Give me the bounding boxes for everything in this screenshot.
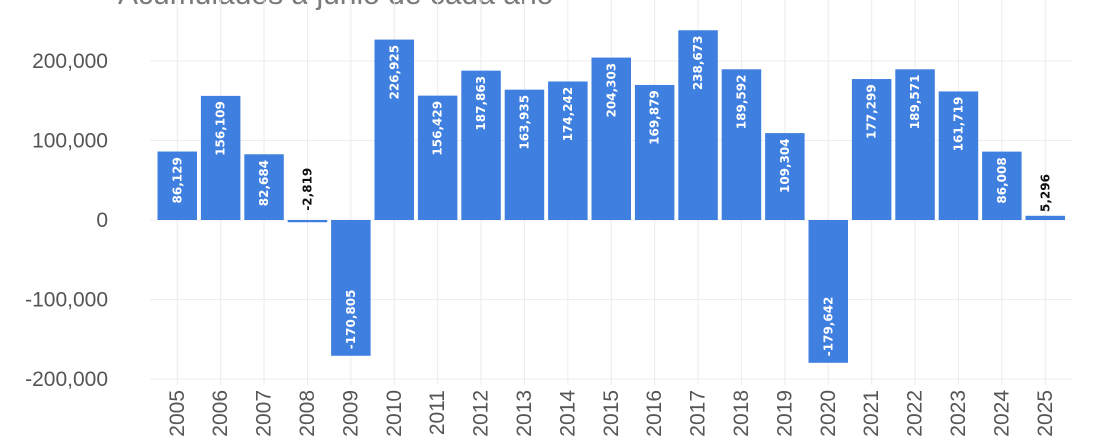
x-tick-label: 2025 bbox=[1034, 390, 1057, 437]
data-label: 82,684 bbox=[257, 160, 271, 206]
bar-2016 bbox=[634, 84, 675, 220]
x-tick-label: 2011 bbox=[426, 390, 449, 435]
data-label: 156,109 bbox=[214, 101, 228, 156]
data-label: 177,299 bbox=[865, 84, 879, 139]
data-label: -179,642 bbox=[821, 297, 835, 357]
bar-2018 bbox=[721, 69, 762, 221]
data-label: 238,673 bbox=[691, 36, 705, 91]
data-label: 169,879 bbox=[648, 90, 662, 145]
data-label: 5,296 bbox=[1038, 174, 1052, 212]
bars-layer bbox=[157, 30, 1065, 363]
chart-title: Acumulados a junio de cada año bbox=[118, 0, 553, 12]
bar-2007 bbox=[244, 154, 284, 220]
x-tick-label: 2024 bbox=[990, 390, 1013, 437]
x-tick-label: 2018 bbox=[730, 390, 753, 437]
bar-2024 bbox=[982, 151, 1022, 220]
x-tick-label: 2008 bbox=[296, 390, 319, 437]
x-tick-label: 2014 bbox=[556, 390, 579, 437]
bar-2012 bbox=[461, 70, 501, 220]
y-tick-label: 200,000 bbox=[32, 50, 108, 73]
bar-2025 bbox=[1025, 215, 1065, 220]
bar-2009 bbox=[331, 220, 371, 356]
x-tick-label: 2023 bbox=[947, 390, 970, 437]
data-label: 86,129 bbox=[170, 157, 184, 203]
data-label: 187,863 bbox=[474, 76, 488, 131]
data-label: 189,592 bbox=[734, 75, 748, 130]
data-label: 163,935 bbox=[517, 95, 531, 150]
x-tick-label: 2015 bbox=[600, 390, 623, 437]
data-label: 174,242 bbox=[561, 87, 575, 142]
x-tick-label: 2005 bbox=[166, 390, 189, 437]
data-labels-layer: 86,129 156,109 82,684 -2,819 -170,805 226,925… bbox=[170, 36, 1052, 357]
x-tick-label: 2012 bbox=[470, 390, 493, 437]
x-tick-label: 2010 bbox=[383, 390, 406, 437]
y-axis: 200,000 100,000 0 -100,000 -200,000 bbox=[25, 50, 108, 391]
bar-2022 bbox=[895, 69, 935, 221]
bar-2013 bbox=[504, 89, 545, 220]
x-tick-label: 2022 bbox=[904, 390, 927, 437]
data-label: 156,429 bbox=[431, 101, 445, 156]
x-tick-label: 2019 bbox=[773, 390, 796, 437]
data-label: 86,008 bbox=[995, 157, 1009, 203]
x-tick-label: 2017 bbox=[687, 390, 710, 437]
x-tick-label: 2021 bbox=[860, 390, 883, 437]
y-tick-label: -200,000 bbox=[25, 368, 108, 391]
data-label: 226,925 bbox=[387, 45, 401, 100]
x-tick-label: 2009 bbox=[339, 390, 362, 437]
bar-2010 bbox=[374, 39, 414, 221]
data-label: 204,303 bbox=[604, 63, 618, 118]
bar-2020 bbox=[808, 220, 848, 363]
bar-2015 bbox=[591, 57, 631, 220]
data-label: -170,805 bbox=[344, 290, 358, 350]
x-tick-label: 2006 bbox=[209, 390, 232, 437]
bar-2011 bbox=[417, 95, 458, 220]
x-tick-label: 2007 bbox=[253, 390, 276, 437]
bar-2005 bbox=[157, 151, 197, 220]
bar-2017 bbox=[678, 30, 718, 221]
bar-2023 bbox=[938, 91, 979, 220]
bar-2008 bbox=[287, 220, 328, 223]
x-tick-label: 2020 bbox=[817, 390, 840, 437]
y-tick-label: 0 bbox=[96, 209, 108, 232]
data-label: -2,819 bbox=[300, 168, 314, 211]
x-tick-label: 2016 bbox=[643, 390, 666, 437]
data-label: 189,571 bbox=[908, 75, 922, 130]
x-axis: 2005 2006 2007 2008 2009 2010 2011 2012 2013 2014… bbox=[166, 390, 1057, 437]
x-tick-label: 2013 bbox=[513, 390, 536, 437]
data-label: 161,719 bbox=[951, 97, 965, 152]
bar-2021 bbox=[851, 79, 892, 220]
bar-2014 bbox=[548, 81, 588, 221]
y-tick-label: -100,000 bbox=[25, 289, 108, 312]
bar-2019 bbox=[765, 133, 805, 220]
y-tick-label: 100,000 bbox=[32, 130, 108, 153]
bar-2006 bbox=[200, 95, 241, 220]
data-label: 109,304 bbox=[778, 138, 792, 193]
